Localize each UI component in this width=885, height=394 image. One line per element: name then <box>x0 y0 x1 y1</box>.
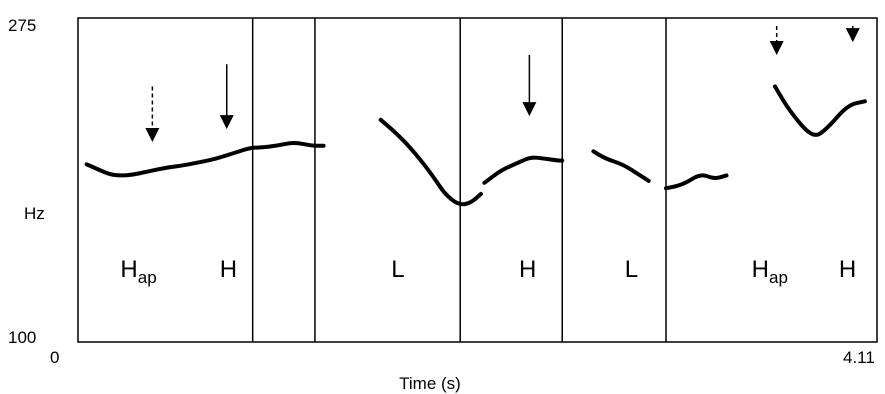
pitch-curve-6 <box>773 84 867 137</box>
y-axis-label: Hz <box>24 204 45 223</box>
solid-arrow-5 <box>845 26 860 43</box>
tone-label-5: L <box>625 256 638 283</box>
plot-frame <box>77 17 878 343</box>
pitch-curve-4 <box>591 149 651 183</box>
x-axis-title: Time (s) <box>399 374 461 393</box>
dashed-arrow-4 <box>769 26 784 56</box>
tone-label-7: H <box>839 256 856 283</box>
tone-label-6: Hap <box>752 256 788 287</box>
segment-boundaries <box>251 18 667 342</box>
y-tick-min: 100 <box>8 328 36 347</box>
x-tick-min: 0 <box>50 348 59 367</box>
tone-label-4: H <box>519 256 536 283</box>
pitch-arrows <box>145 26 860 143</box>
tone-label-1: Hap <box>120 256 156 287</box>
pitch-curve-1 <box>84 140 326 178</box>
pitch-curve-3 <box>482 155 565 185</box>
solid-arrow-3 <box>522 55 537 117</box>
pitch-curve-5 <box>664 173 729 191</box>
y-tick-max: 275 <box>8 16 36 35</box>
x-tick-max: 4.11 <box>843 348 875 367</box>
tone-labels: Hap H L H L Hap H <box>120 256 856 287</box>
pitch-curve-2 <box>378 117 483 207</box>
tone-label-3: L <box>391 256 404 283</box>
tone-label-2: H <box>220 256 237 283</box>
solid-arrow-2 <box>219 64 234 130</box>
pitch-curves <box>84 84 867 207</box>
dashed-arrow-1 <box>145 86 160 143</box>
